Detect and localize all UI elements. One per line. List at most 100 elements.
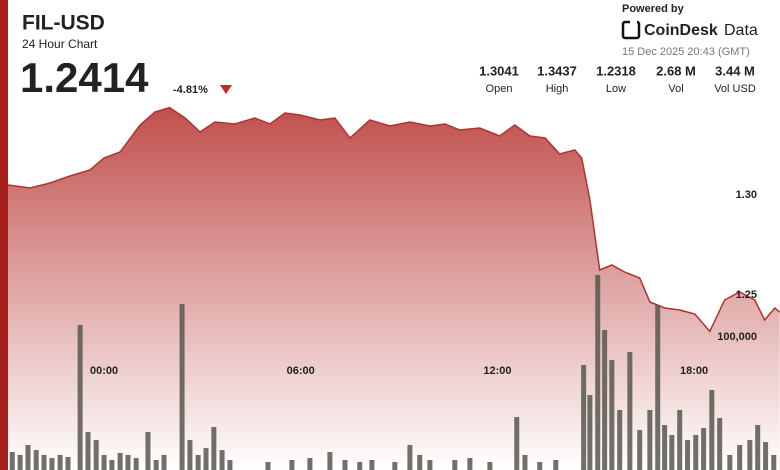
volume-bar [265,462,271,470]
volume-bar [514,417,520,470]
volume-bar [25,444,31,470]
volume-bar [161,454,167,470]
volume-bar [755,425,761,470]
volume-bar [602,329,608,470]
stat-label: Low [606,83,626,95]
volume-bar [33,450,39,470]
volume-bar [307,458,313,470]
price-area [8,107,780,470]
volume-bar [195,454,201,470]
volume-bar [357,462,363,470]
brand: CoinDesk [644,22,718,39]
volume-bar [392,462,398,470]
x-tick-label: 12:00 [483,365,511,377]
x-tick-label: 00:00 [90,365,118,377]
powered-by: Powered by [622,3,685,15]
subtitle: 24 Hour Chart [22,37,98,51]
volume-bar [553,460,559,470]
down-arrow [220,85,232,94]
volume-bar [771,454,777,470]
volume-bar [179,304,185,470]
volume-bar [693,434,699,470]
x-tick-label: 06:00 [287,365,315,377]
volume-bar [327,452,333,470]
volume-bar [487,462,493,470]
volume-bar [637,430,643,470]
volume-bar [587,395,593,470]
y-tick-label: 1.30 [736,189,757,201]
y2-tick-label: 100,000 [717,331,757,343]
volume-bar [685,440,691,470]
volume-bar [187,440,193,470]
volume-bar [117,452,123,470]
volume-bar [101,454,107,470]
stat-label: High [546,83,569,95]
stat-value: 3.44 M [715,63,755,78]
stat-label: Open [486,83,513,95]
volume-bar [627,352,633,470]
volume-bar [727,454,733,470]
volume-bar [109,460,115,470]
volume-bar [77,325,83,470]
volume-bar [41,454,47,470]
price-line [7,106,780,333]
volume-bar [153,460,159,470]
volume-bar [662,425,668,470]
volume-bar [467,458,473,470]
volume-bar [737,444,743,470]
volume-bar [125,454,131,470]
logo-cut [630,18,637,25]
price: 1.2414 [20,54,149,101]
volume-bar [369,460,375,470]
volume-bar [452,460,458,470]
volume-bar [617,409,623,470]
stat-value: 1.3041 [479,63,519,78]
volume-bar [85,432,91,470]
volume-bar [342,460,348,470]
volume-bar [133,458,139,470]
brand-logo [621,18,641,40]
volume-bar [219,450,225,470]
plot-area: 00:00 06:00 12:00 18:00 1.25 1.30 100,000 [7,106,780,470]
volume-bar [65,456,71,470]
stat-value: 2.68 M [656,63,696,78]
volume-bar [669,434,675,470]
volume-bar [701,428,707,470]
stat-value: 1.3437 [537,63,577,78]
volume-bar [203,448,209,470]
volume-bar [537,462,543,470]
volume-bar [17,454,23,470]
volume-bar [595,275,601,470]
volume-bar [427,460,433,470]
volume-bar [647,409,653,470]
stat-value: 1.2318 [596,63,636,78]
title: FIL-USD [22,12,105,35]
y-tick-label: 1.25 [736,289,757,301]
stat-label: Vol USD [714,83,756,95]
volume-bar [227,460,233,470]
stats: 1.3041 Open 1.3437 High 1.2318 Low 2.68 M Vol 3.… [479,63,756,94]
stat-label: Vol [668,83,683,95]
volume-bar [57,454,63,470]
volume-bar [407,444,413,470]
volume-bar [145,432,151,470]
volume-bar [9,452,15,470]
x-tick-label: 18:00 [680,365,708,377]
volume-bar [609,360,615,470]
volume-bar [93,440,99,470]
volume-bar [522,454,528,470]
volume-bar [709,390,715,470]
volume-bar [417,454,423,470]
volume-bar [717,417,723,470]
volume-bar [655,305,661,470]
volume-bar [211,427,217,470]
volume-bar [677,409,683,470]
volume-bar [581,364,587,470]
accent-bar [0,0,8,470]
timestamp: 15 Dec 2025 20:43 (GMT) [622,46,750,58]
volume-bar [289,460,295,470]
volume-bar [747,440,753,470]
volume-bar [763,442,769,470]
volume-bar [49,458,55,470]
